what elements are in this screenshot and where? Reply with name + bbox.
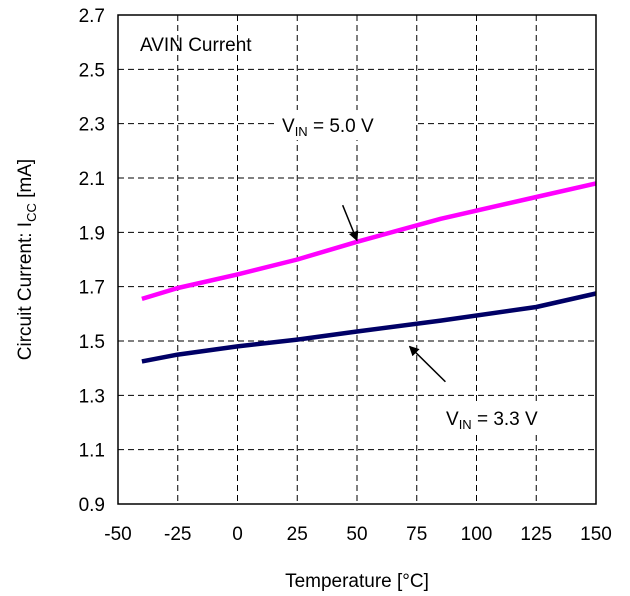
y-tick-labels: 0.9 1.1 1.3 1.5 1.7 1.9 2.1 2.3 2.5 2.7 [79,6,105,516]
series-line-1 [141,181,597,302]
y-tick-label: 1.5 [79,332,105,353]
annotation-label: VIN = 3.3 V [446,409,538,432]
x-tick-label: 100 [461,524,493,545]
annotation-arrow [408,345,446,383]
x-tick-label: 50 [346,524,367,545]
y-tick-label: 2.7 [79,6,105,27]
plot-frame [117,14,597,505]
annotation-backdrop [438,403,578,433]
x-tick-label: 0 [232,524,243,545]
y-axis-title-subscript: CC [24,203,39,222]
y-tick-label: 2.1 [79,169,105,190]
x-tick-labels: -50 -25 0 25 50 75 100 125 150 [104,524,612,545]
x-axis-title: Temperature [°C] [285,571,429,592]
y-tick-label: 1.9 [79,223,105,244]
chart-title: AVIN Current [140,35,252,56]
x-tick-label: 150 [580,524,612,545]
annotation-label: VIN = 5.0 V [282,116,374,139]
x-tick-label: 25 [287,524,308,545]
y-tick-label: 1.3 [79,386,105,407]
y-axis-title: Circuit Current: ICC [mA] [15,159,39,360]
x-tick-label: -50 [104,524,131,545]
y-axis-title-unit: [mA] [15,159,36,203]
annotations: VIN = 5.0 V VIN = 3.3 V [274,110,578,433]
y-tick-label: 1.7 [79,278,105,299]
series-layer [141,181,597,364]
y-tick-label: 0.9 [79,495,105,516]
series-line-2 [141,291,597,364]
x-tick-label: -25 [164,524,191,545]
y-tick-label: 2.5 [79,60,105,81]
y-tick-label: 1.1 [79,441,105,462]
x-tick-label: 75 [406,524,427,545]
x-tick-label: 125 [520,524,552,545]
annotation-backdrop [274,110,414,140]
y-axis-title-main: Circuit Current: I [15,222,36,360]
annotation-arrow [341,204,359,242]
y-tick-label: 2.3 [79,115,105,136]
